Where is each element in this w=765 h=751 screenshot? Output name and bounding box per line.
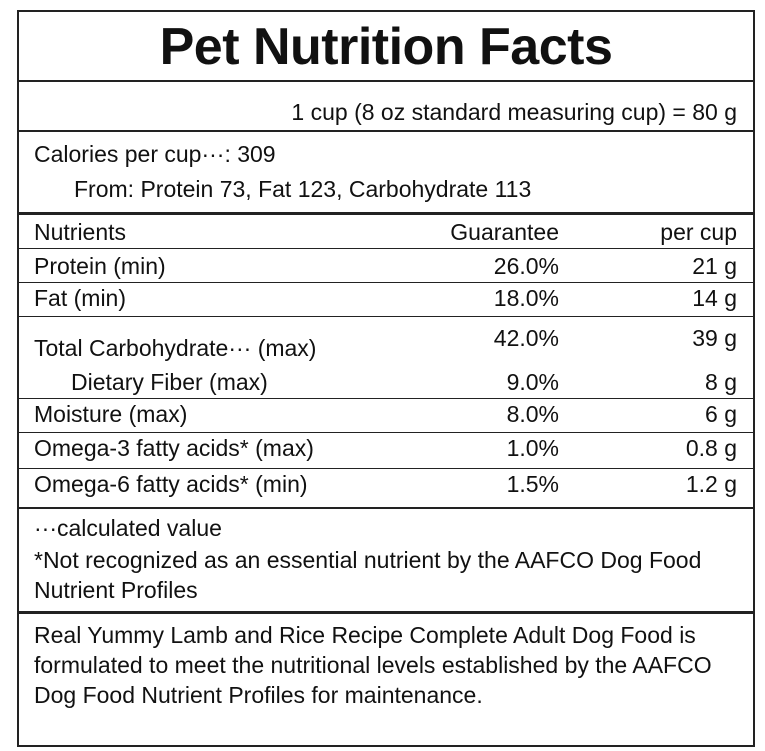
nutrient-name: Dietary Fiber (max)	[71, 369, 268, 395]
per-cup: 14 g	[692, 285, 737, 311]
title: Pet Nutrition Facts	[159, 18, 613, 76]
divider	[19, 611, 753, 614]
per-cup: 39 g	[692, 325, 737, 351]
divider	[19, 212, 753, 215]
row-divider	[19, 468, 753, 469]
serving-size: 1 cup (8 oz standard measuring cup) = 80…	[291, 99, 737, 125]
calories: Calories per cup···: 309	[34, 141, 276, 167]
row-divider	[19, 432, 753, 433]
per-cup: 21 g	[692, 253, 737, 279]
nutrient-name: Omega-6 fatty acids* (min)	[34, 471, 308, 497]
guarantee: 26.0%	[493, 253, 559, 279]
nutrient-name: Moisture (max)	[34, 401, 188, 427]
footnote: ···calculated value	[34, 515, 222, 541]
row-divider	[19, 316, 753, 317]
guarantee: 18.0%	[493, 285, 559, 311]
row-divider	[19, 248, 753, 249]
statement: Real Yummy Lamb and Rice Recipe Complete…	[34, 622, 712, 708]
guarantee: 8.0%	[506, 401, 559, 427]
guarantee: 1.5%	[506, 471, 559, 497]
per-cup: 0.8 g	[685, 435, 737, 461]
table-header: per cup	[660, 219, 737, 245]
per-cup: 8 g	[705, 369, 737, 395]
nutrient-name: Total Carbohydrate··· (max)	[34, 335, 317, 361]
table-header: Nutrients	[34, 219, 127, 245]
row-divider	[19, 398, 753, 399]
footnote: *Not recognized as an essential nutrient…	[34, 547, 702, 603]
calories-from: From: Protein 73, Fat 123, Carbohydrate …	[74, 176, 532, 202]
nutrient-name: Protein (min)	[34, 253, 166, 279]
nutrient-name: Omega-3 fatty acids* (max)	[34, 435, 314, 461]
nutrient-name: Fat (min)	[34, 285, 126, 311]
guarantee: 1.0%	[506, 435, 559, 461]
table-header: Guarantee	[450, 219, 559, 245]
divider	[19, 507, 753, 509]
guarantee: 42.0%	[493, 325, 559, 351]
per-cup: 6 g	[705, 401, 737, 427]
divider	[19, 130, 753, 132]
divider	[19, 80, 753, 82]
nutrition-label: Pet Nutrition Facts 1 cup (8 oz standard…	[17, 10, 755, 747]
row-divider	[19, 282, 753, 283]
per-cup: 1.2 g	[685, 471, 737, 497]
guarantee: 9.0%	[506, 369, 559, 395]
